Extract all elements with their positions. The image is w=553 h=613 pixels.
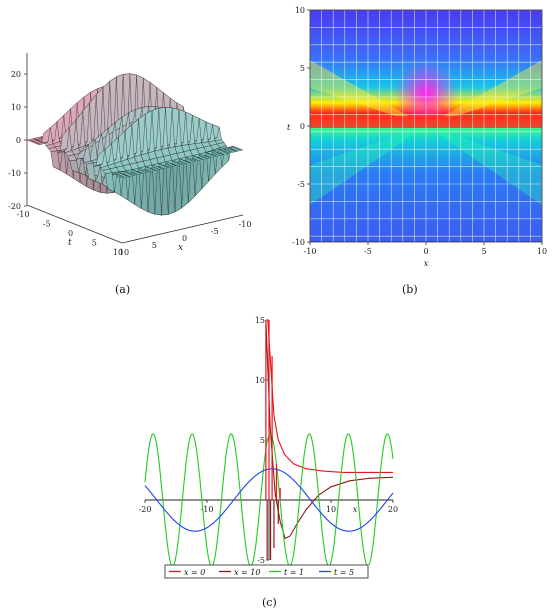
c-x-tick: 10 — [326, 505, 336, 514]
heatmap-x-tick: 10 — [537, 247, 547, 256]
caption-a: (a) — [115, 283, 131, 296]
t-tick-label: 5 — [92, 239, 97, 248]
t-axis — [26, 204, 123, 244]
t-tick-label: -5 — [43, 220, 51, 229]
legend-box — [164, 564, 369, 579]
z-tick-label: 0 — [16, 136, 21, 145]
c-y-tick: 10 — [255, 376, 265, 385]
z-tick-label: 20 — [11, 70, 21, 79]
x-tick-label: 0 — [182, 234, 187, 243]
x-tick-label: -10 — [239, 220, 252, 229]
x-tick-label: 10 — [119, 248, 129, 257]
heatmap-x-label: x — [424, 259, 429, 268]
x-axis-label: x — [178, 243, 183, 253]
c-x-tick: 20 — [388, 505, 398, 514]
c-y-tick: 5 — [260, 436, 265, 445]
x-axis — [121, 214, 244, 244]
x-tick-label: -5 — [211, 227, 219, 236]
heatmap-y-tick: -10 — [292, 238, 305, 247]
legend-entry: x = 0 — [184, 568, 205, 577]
series-line — [267, 319, 393, 473]
c-y-tick: -5 — [257, 556, 265, 565]
t-tick-label: 0 — [68, 229, 73, 238]
caption-b: (b) — [402, 283, 418, 296]
heatmap-x-tick: 5 — [481, 247, 486, 256]
legend-entry: x = 10 — [234, 568, 260, 577]
z-tick-label: -20 — [8, 202, 21, 211]
z-tick-label: -10 — [8, 169, 21, 178]
heatmap-x-tick: -10 — [304, 247, 317, 256]
line-plot-c: -20 -10 10 20 15 10 5 -5 x x = 0 x = 10 t = 1 t = 5 — [139, 316, 398, 579]
c-x-axis-label: x — [353, 505, 358, 514]
t-axis-label: t — [68, 238, 72, 248]
caption-c: (c) — [262, 596, 277, 609]
heatmap-y-tick: 5 — [300, 64, 305, 73]
z-tick-label: 10 — [11, 103, 21, 112]
legend-entry: t = 5 — [334, 568, 354, 577]
c-x-tick: -20 — [139, 505, 152, 514]
heatmap-y-tick: 10 — [295, 6, 305, 15]
heatmap-y-tick: 0 — [300, 122, 305, 131]
heatmap-b: -10 -5 0 5 10 10 5 0 -5 -10 x t — [287, 6, 547, 268]
heatmap-y-label: t — [287, 123, 291, 132]
c-y-tick: 15 — [255, 316, 265, 325]
heatmap-y-tick: -5 — [297, 180, 305, 189]
heatmap-x-tick: 0 — [423, 247, 428, 256]
heatmap-x-tick: -5 — [364, 247, 372, 256]
c-x-tick: -10 — [201, 505, 214, 514]
x-tick-label: 5 — [152, 241, 157, 250]
legend: x = 0 x = 10 t = 1 t = 5 — [164, 564, 369, 579]
t-tick-label: 10 — [113, 248, 123, 257]
t-tick-label: -10 — [17, 210, 30, 219]
legend-entry: t = 1 — [284, 568, 304, 577]
surface-mesh — [26, 73, 244, 216]
